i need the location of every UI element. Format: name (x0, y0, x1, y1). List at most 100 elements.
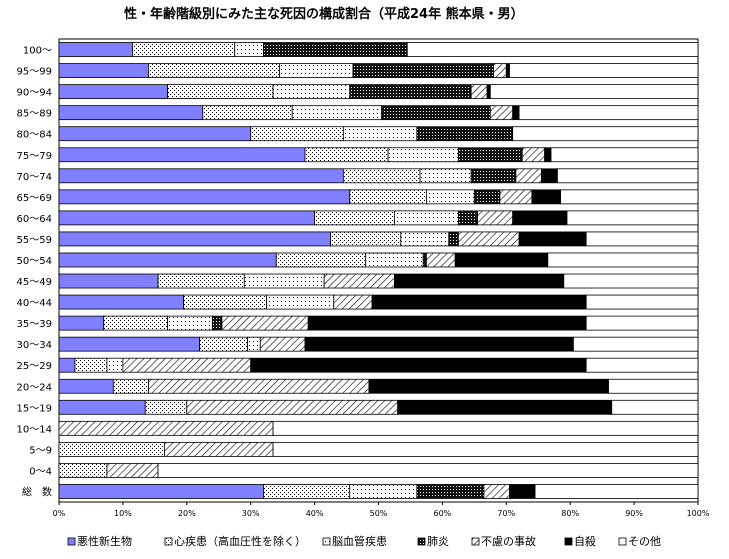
bar-segment (371, 294, 587, 310)
legend-label: 脳血管疾患 (332, 534, 387, 548)
y-tick-label: 60～64 (17, 214, 52, 225)
bar-segment (509, 484, 536, 499)
bar-segment (186, 399, 399, 415)
bar-segment (275, 252, 367, 268)
bar-segment (157, 463, 699, 478)
legend-swatch (564, 537, 573, 546)
legend-label: 肺炎 (427, 535, 449, 548)
y-tick-label: 70～74 (17, 172, 52, 183)
x-tick-label: 50% (370, 509, 388, 518)
bar-segment (164, 441, 274, 457)
bar-segment (505, 63, 510, 78)
plot-area (58, 38, 699, 503)
bar-segment (221, 315, 309, 331)
x-tick-label: 100% (687, 509, 710, 518)
y-tick-label: 5～9 (29, 445, 52, 456)
bar-segment (199, 336, 248, 352)
bar-segment (112, 378, 149, 394)
legend-swatch (67, 537, 76, 546)
bar-segment (74, 357, 108, 373)
bar-segment (58, 63, 149, 78)
bar-segment (457, 147, 523, 163)
legend: 悪性新生物 心疾患（高血圧性を除く） 脳血管疾患 肺炎 不慮の事故 自殺 その他 (67, 534, 661, 548)
bar-segment (512, 210, 568, 226)
bar-segment (58, 168, 344, 184)
bar-segment (106, 463, 159, 478)
bar-segment (585, 231, 699, 247)
bar-segment (365, 252, 424, 268)
bar-segment (397, 399, 613, 415)
x-tick-label: 80% (561, 509, 579, 518)
legend-swatch (164, 537, 173, 546)
bar-segment (106, 357, 124, 373)
bar-segment (531, 189, 562, 205)
bar-segment (422, 252, 427, 268)
bar-segment (521, 147, 546, 163)
bar-segment (512, 105, 520, 121)
bar-segment (416, 484, 485, 499)
bar-segment (279, 63, 354, 78)
legend-label: 自殺 (574, 534, 596, 548)
x-axis-labels: 0% 10% 20% 30% 40% 50% 60% 70% 80% 90% 100% (53, 502, 710, 518)
y-tick-label: 35～39 (17, 319, 52, 330)
bar-segment (58, 42, 133, 57)
x-tick-label: 70% (497, 509, 515, 518)
bar-segment (58, 210, 316, 226)
legend-swatch (618, 537, 627, 546)
bar-segment (58, 378, 114, 394)
bar-segment (585, 315, 699, 331)
bar-segment (608, 378, 699, 394)
bar-segment (368, 378, 609, 394)
bar-segment (486, 84, 491, 100)
bar-segment (457, 231, 520, 247)
bar-segment (58, 231, 331, 247)
bar-segment (330, 231, 402, 247)
y-tick-label: 100～ (23, 46, 52, 57)
bar-segment (304, 147, 389, 163)
bar-segment (544, 147, 552, 163)
legend-label: 心疾患（高血圧性を除く） (174, 534, 306, 548)
bar-segment (58, 420, 274, 436)
x-tick-label: 10% (114, 509, 132, 518)
bar-segment (342, 168, 421, 184)
bar-segment (58, 189, 351, 205)
bar-segment (419, 168, 472, 184)
legend-label: その他 (628, 535, 661, 548)
bar-segment (416, 126, 514, 142)
bar-segment (512, 126, 699, 142)
bar-segment (291, 105, 383, 121)
bar-segment (557, 168, 699, 184)
bar-segment (157, 273, 245, 289)
y-tick-label: 55～59 (17, 235, 52, 246)
bar-segment (454, 252, 549, 268)
bar-segment (132, 42, 236, 57)
bar-segment (394, 273, 565, 289)
bar-segment (534, 484, 699, 499)
bar-segment (426, 252, 456, 268)
bar-segment (550, 147, 699, 163)
bar-segment (333, 294, 373, 310)
bar-segment (349, 484, 418, 499)
bar-segment (58, 399, 146, 415)
x-tick-label: 30% (242, 509, 260, 518)
bar-segment (148, 63, 280, 78)
bar-segment (394, 210, 459, 226)
bar-segment (515, 168, 542, 184)
legend-swatch (417, 537, 426, 546)
bar-segment (560, 189, 699, 205)
y-tick-label: 90～94 (17, 88, 52, 99)
bar-segment (58, 336, 200, 352)
y-tick-label: 15～19 (17, 403, 52, 414)
bar-segment (400, 231, 450, 247)
bar-segment (58, 484, 264, 499)
bar-segment (272, 420, 699, 436)
bar-segment (259, 336, 306, 352)
x-tick-label: 40% (306, 509, 324, 518)
bar-segment (58, 84, 169, 100)
bar-segment (611, 399, 699, 415)
bar-segment (483, 484, 510, 499)
bar-segment (263, 42, 408, 57)
y-tick-label: 50～54 (17, 256, 52, 267)
bar-segment (541, 168, 558, 184)
